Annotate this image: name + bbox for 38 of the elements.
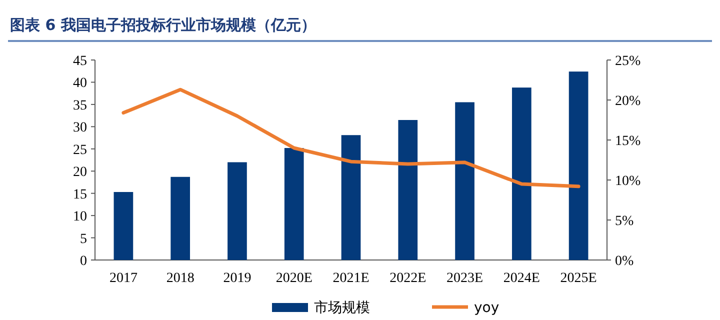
y-tick-label: 10 — [73, 210, 87, 225]
x-tick-label: 2020E — [276, 271, 312, 286]
y2-tick-label: 0% — [615, 254, 634, 269]
bar — [341, 135, 361, 260]
y-tick-label: 30 — [73, 120, 87, 136]
bar — [455, 102, 474, 260]
bar — [284, 148, 304, 260]
y2-tick-label: 25% — [615, 54, 641, 69]
bar — [512, 88, 532, 260]
x-tick-label: 2018 — [166, 271, 194, 286]
y-tick-label: 40 — [73, 76, 87, 92]
x-tick-label: 2024E — [503, 271, 540, 286]
x-tick-label: 2025E — [560, 271, 597, 286]
bar — [114, 192, 134, 260]
x-tick-label: 2022E — [390, 271, 426, 286]
bar — [170, 176, 190, 260]
x-tick-label: 2019 — [223, 271, 252, 286]
y-tick-label: 15 — [73, 187, 87, 202]
y2-tick-label: 20% — [615, 94, 641, 109]
y2-tick-label: 15% — [615, 134, 641, 149]
y-tick-label: 0 — [80, 254, 87, 269]
y2-tick-label: 5% — [615, 214, 634, 229]
y2-tick-label: 10% — [615, 174, 641, 189]
y-tick-label: 45 — [73, 54, 87, 69]
x-tick-label: 2023E — [446, 271, 484, 286]
y-tick-label: 20 — [73, 165, 87, 180]
line-series — [122, 88, 580, 188]
bar — [228, 162, 247, 260]
chart-title: 图表 6 我国电子招投标行业市场规模（亿元） — [10, 16, 316, 34]
legend-label: yoy — [474, 300, 500, 316]
x-tick-label: 2021E — [332, 271, 370, 286]
bar — [398, 120, 418, 260]
bar — [568, 72, 588, 260]
y-tick-label: 35 — [73, 98, 87, 114]
legend-label: 市场规模 — [314, 300, 370, 316]
y-tick-label: 25 — [73, 142, 87, 158]
y-tick-label: 5 — [80, 232, 87, 247]
x-tick-label: 2017 — [109, 271, 138, 286]
